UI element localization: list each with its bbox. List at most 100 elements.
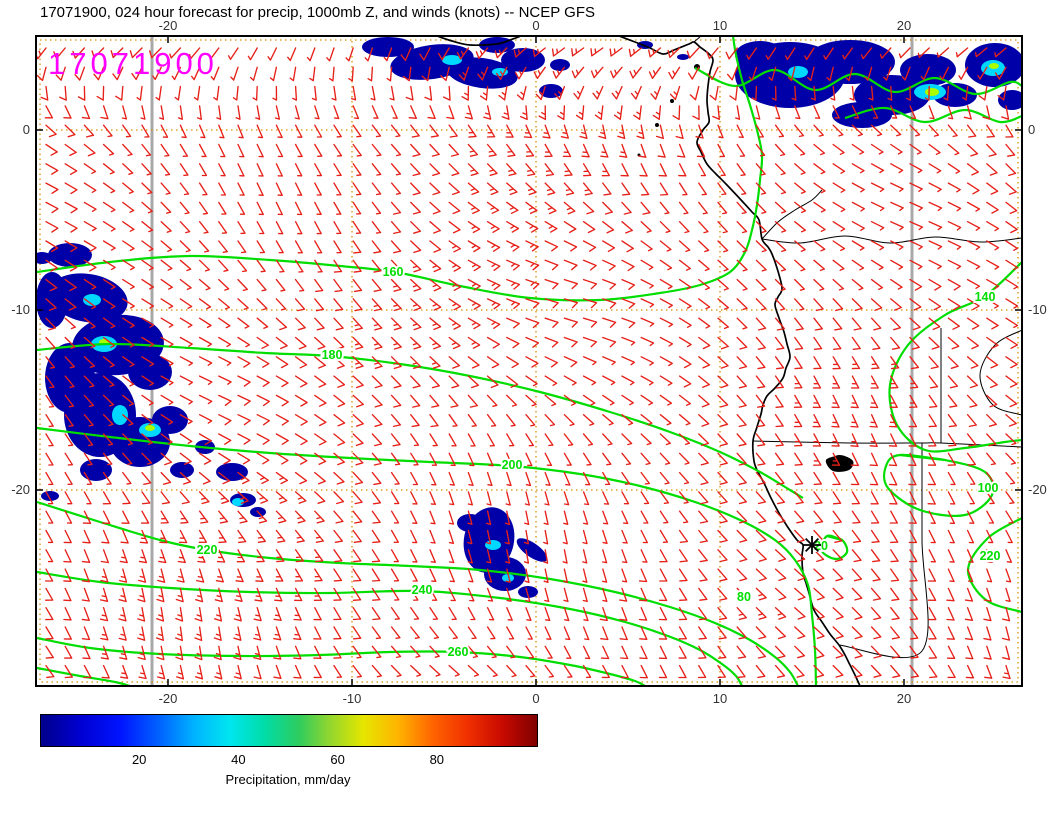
axis-tick-label: -10 — [1028, 302, 1047, 317]
precip-cell — [516, 538, 548, 562]
precip-cell — [485, 540, 501, 550]
axis-tick-label: -20 — [1028, 482, 1047, 497]
coastline — [436, 36, 522, 47]
wind-barb-layer — [36, 47, 1019, 680]
height-contour — [36, 36, 764, 302]
wind-barb-row — [45, 298, 1019, 312]
axis-tick-label: 10 — [713, 18, 727, 33]
precip-cell — [48, 243, 92, 267]
wind-barb-row — [45, 240, 1018, 254]
precip-cell — [925, 88, 939, 96]
contour-label: 160 — [383, 265, 404, 279]
axis-tick-label: 0 — [532, 18, 539, 33]
colorbar-tick-label: 60 — [330, 752, 345, 767]
precip-cell — [805, 40, 895, 84]
plot-border — [35, 35, 1023, 687]
axis-labels: -20 0 10 20-20 -10 0 10 200-10-200-10-20 — [11, 18, 1047, 706]
colorbar-label: Precipitation, mm/day — [225, 772, 351, 787]
precip-cell — [442, 55, 462, 65]
contour-label: 140 — [975, 290, 996, 304]
coastline — [618, 36, 861, 686]
wind-barb-row — [45, 510, 1014, 526]
station-marker — [803, 536, 821, 554]
wind-barb-row — [44, 105, 1010, 121]
island — [655, 123, 659, 127]
wind-barb-row — [36, 47, 1007, 62]
precip-cell — [677, 54, 689, 60]
wind-barb-row — [45, 491, 1015, 506]
precip-cell — [502, 574, 514, 582]
wind-barb-row — [45, 375, 1018, 389]
colorbar-tick-label: 40 — [231, 752, 246, 767]
contour-label: 80 — [737, 590, 751, 604]
wind-barb-row — [45, 356, 1018, 370]
height-contour — [36, 342, 804, 499]
wind-barb-row — [45, 645, 1011, 661]
axis-tick-label: 0 — [1028, 122, 1035, 137]
chart-title: 17071900, 024 hour forecast for precip, … — [40, 4, 595, 21]
wind-barb-row — [45, 607, 1011, 622]
height-contour — [844, 106, 1022, 124]
axis-tick-label: -10 — [343, 691, 362, 706]
wind-barb-row — [45, 317, 1019, 331]
height-contour — [36, 636, 646, 686]
precip-cell — [484, 557, 526, 591]
contour-label: 100 — [978, 481, 999, 495]
axis-tick-label: -20 — [11, 482, 30, 497]
colorbar-tick-label: 80 — [429, 752, 445, 767]
axis-tick-label: -10 — [11, 302, 30, 317]
contour-label: 180 — [322, 348, 343, 362]
wind-barb-row — [45, 124, 1014, 140]
contour-label: 220 — [980, 549, 1001, 563]
country-border — [838, 443, 929, 659]
wind-barb-row — [36, 66, 1007, 82]
precip-cell — [457, 514, 483, 532]
axis-tick-label: 20 — [897, 691, 911, 706]
height-contour — [36, 666, 131, 686]
colorbar-tick-label: 20 — [131, 752, 147, 767]
precip-cell — [112, 405, 128, 425]
precip-cell — [362, 37, 414, 57]
island — [670, 99, 674, 103]
height-contour — [36, 426, 818, 686]
height-contour — [36, 500, 799, 686]
wind-barb-row — [45, 549, 1013, 564]
run-timestamp-overlay: 17071900 — [48, 46, 218, 81]
wind-barb-row — [45, 394, 1018, 409]
height-contour — [820, 534, 849, 561]
height-contour-layer — [36, 36, 1022, 686]
height-contour — [694, 66, 1022, 96]
precip-cell — [145, 425, 155, 431]
contour-label: 220 — [197, 543, 218, 557]
precip-cell — [128, 354, 172, 390]
axis-tick-label: 20 — [897, 18, 911, 33]
lake — [825, 454, 854, 472]
axis-tick-label: 0 — [23, 122, 30, 137]
wind-barb-row — [45, 163, 1017, 177]
wind-barb-row — [40, 85, 1007, 101]
wind-barb-row — [45, 259, 1019, 273]
axis-tick-label: 0 — [532, 691, 539, 706]
precip-cell — [170, 462, 194, 478]
wind-barb-row — [44, 568, 1012, 583]
wind-barb-row — [45, 587, 1011, 603]
height-contour — [966, 517, 1022, 614]
wind-barb-row — [45, 143, 1016, 158]
contour-label: 260 — [448, 645, 469, 659]
precip-cell — [41, 491, 59, 501]
wind-barb-row — [45, 414, 1017, 428]
contour-label: 240 — [412, 583, 433, 597]
precip-cell — [36, 272, 68, 328]
precip-cell — [45, 343, 95, 413]
precip-cell — [550, 59, 570, 71]
contour-label: 200 — [502, 458, 523, 472]
country-border — [761, 189, 823, 240]
precip-cell — [232, 498, 244, 506]
wind-barb-row — [45, 471, 1016, 487]
wind-barb-row — [45, 529, 1013, 545]
wind-barb-row — [45, 221, 1018, 235]
height-contour — [888, 261, 1022, 453]
